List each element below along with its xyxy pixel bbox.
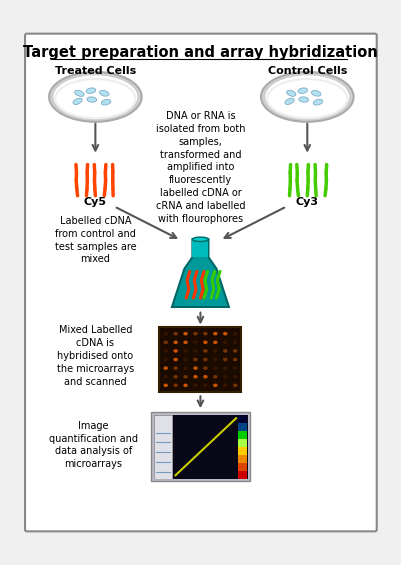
Bar bbox=[238, 471, 247, 479]
Ellipse shape bbox=[192, 237, 209, 242]
Text: Mixed Labelled
cDNA is
hybridised onto
the microarrays
and scanned: Mixed Labelled cDNA is hybridised onto t… bbox=[57, 325, 134, 386]
FancyBboxPatch shape bbox=[25, 34, 377, 531]
Text: Labelled cDNA
from control and
test samples are
mixed: Labelled cDNA from control and test samp… bbox=[55, 216, 136, 264]
Ellipse shape bbox=[193, 375, 198, 379]
Ellipse shape bbox=[164, 341, 168, 344]
Ellipse shape bbox=[49, 72, 142, 122]
Ellipse shape bbox=[203, 341, 208, 344]
Bar bbox=[238, 415, 247, 423]
Ellipse shape bbox=[193, 349, 198, 353]
Bar bbox=[154, 415, 248, 479]
Ellipse shape bbox=[87, 97, 97, 102]
Ellipse shape bbox=[193, 341, 198, 344]
Ellipse shape bbox=[203, 358, 208, 361]
Ellipse shape bbox=[312, 90, 321, 96]
Text: Target preparation and array hybridization: Target preparation and array hybridizati… bbox=[23, 45, 378, 60]
Ellipse shape bbox=[164, 366, 168, 370]
Bar bbox=[238, 455, 247, 463]
Ellipse shape bbox=[213, 341, 218, 344]
Ellipse shape bbox=[193, 358, 198, 361]
Text: DNA or RNA is
isolated from both
samples,
transformed and
amplified into
fluores: DNA or RNA is isolated from both samples… bbox=[156, 111, 245, 224]
Ellipse shape bbox=[298, 88, 308, 93]
Text: Control Cells: Control Cells bbox=[267, 66, 347, 76]
Ellipse shape bbox=[183, 366, 188, 370]
Ellipse shape bbox=[73, 98, 82, 105]
Ellipse shape bbox=[223, 375, 227, 379]
Ellipse shape bbox=[223, 341, 227, 344]
Polygon shape bbox=[172, 240, 229, 307]
Ellipse shape bbox=[213, 332, 218, 336]
Ellipse shape bbox=[203, 332, 208, 336]
Ellipse shape bbox=[173, 384, 178, 387]
Ellipse shape bbox=[233, 375, 237, 379]
Ellipse shape bbox=[183, 375, 188, 379]
Ellipse shape bbox=[233, 341, 237, 344]
Ellipse shape bbox=[183, 358, 188, 361]
Bar bbox=[238, 423, 247, 431]
Bar bbox=[238, 447, 247, 455]
Ellipse shape bbox=[213, 384, 218, 387]
Ellipse shape bbox=[203, 366, 208, 370]
Text: Image
quantification and
data analysis of
microarrays: Image quantification and data analysis o… bbox=[49, 421, 138, 469]
Ellipse shape bbox=[173, 358, 178, 361]
Ellipse shape bbox=[183, 341, 188, 344]
Bar bbox=[160, 328, 241, 392]
Ellipse shape bbox=[223, 332, 227, 336]
Ellipse shape bbox=[164, 375, 168, 379]
Ellipse shape bbox=[223, 384, 227, 387]
Ellipse shape bbox=[213, 366, 218, 370]
Bar bbox=[238, 439, 247, 447]
Ellipse shape bbox=[223, 366, 227, 370]
Ellipse shape bbox=[233, 358, 237, 361]
Ellipse shape bbox=[203, 349, 208, 353]
Ellipse shape bbox=[261, 72, 354, 122]
Ellipse shape bbox=[299, 97, 309, 102]
Text: Cy5: Cy5 bbox=[84, 197, 107, 207]
Ellipse shape bbox=[164, 332, 168, 336]
Ellipse shape bbox=[193, 332, 198, 336]
Ellipse shape bbox=[183, 349, 188, 353]
Ellipse shape bbox=[223, 349, 227, 353]
Ellipse shape bbox=[213, 349, 218, 353]
Ellipse shape bbox=[233, 366, 237, 370]
Ellipse shape bbox=[101, 99, 111, 105]
Ellipse shape bbox=[213, 358, 218, 361]
Ellipse shape bbox=[75, 90, 84, 96]
Ellipse shape bbox=[173, 332, 178, 336]
Ellipse shape bbox=[203, 384, 208, 387]
Bar bbox=[238, 431, 247, 439]
Ellipse shape bbox=[173, 375, 178, 379]
Ellipse shape bbox=[233, 332, 237, 336]
Ellipse shape bbox=[183, 384, 188, 387]
Ellipse shape bbox=[213, 375, 218, 379]
Ellipse shape bbox=[86, 88, 96, 93]
Bar bbox=[152, 412, 250, 481]
Ellipse shape bbox=[233, 384, 237, 387]
Ellipse shape bbox=[193, 366, 198, 370]
Text: Cy3: Cy3 bbox=[296, 197, 319, 207]
Ellipse shape bbox=[265, 75, 350, 119]
Ellipse shape bbox=[193, 384, 198, 387]
Bar bbox=[238, 463, 247, 471]
Ellipse shape bbox=[173, 366, 178, 370]
Ellipse shape bbox=[223, 358, 227, 361]
Ellipse shape bbox=[99, 90, 109, 96]
Text: Treated Cells: Treated Cells bbox=[55, 66, 136, 76]
Ellipse shape bbox=[183, 332, 188, 336]
Polygon shape bbox=[192, 240, 209, 257]
Ellipse shape bbox=[173, 349, 178, 353]
Ellipse shape bbox=[53, 75, 138, 119]
Ellipse shape bbox=[164, 358, 168, 361]
Ellipse shape bbox=[287, 90, 296, 96]
Ellipse shape bbox=[285, 98, 294, 105]
Ellipse shape bbox=[164, 384, 168, 387]
Ellipse shape bbox=[313, 99, 323, 105]
Bar bbox=[154, 415, 172, 479]
Ellipse shape bbox=[164, 349, 168, 353]
Ellipse shape bbox=[233, 349, 237, 353]
Ellipse shape bbox=[173, 341, 178, 344]
Ellipse shape bbox=[203, 375, 208, 379]
